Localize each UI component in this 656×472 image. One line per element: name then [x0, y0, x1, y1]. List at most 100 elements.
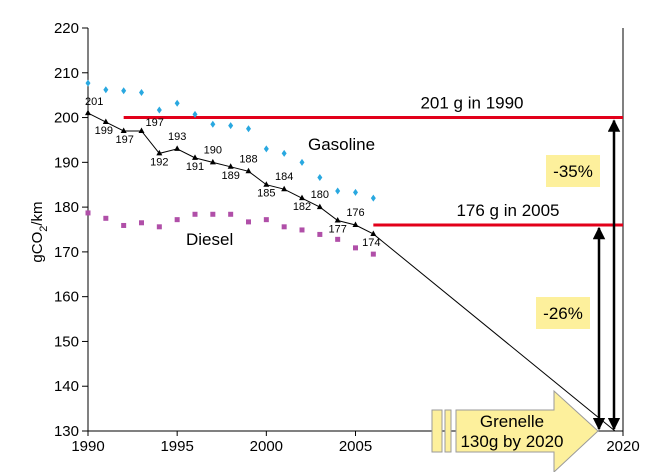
y-tick-label: 140 [54, 378, 79, 395]
average-point [227, 163, 234, 169]
diesel-point [210, 211, 216, 217]
reference-lines: 201 g in 1990 176 g in 2005 [123, 94, 623, 227]
gasoline-point [353, 188, 358, 196]
average-point [174, 145, 181, 151]
arrow-body [455, 389, 599, 472]
average-point [245, 167, 252, 174]
gasoline-point [103, 86, 109, 94]
x-tick-label: 1990 [71, 438, 104, 455]
gasoline-point [192, 110, 198, 118]
point-label: 191 [186, 161, 204, 173]
diesel-point [121, 222, 127, 228]
diesel-point [85, 210, 91, 216]
gasoline-point [370, 194, 376, 202]
gasoline-point [281, 149, 287, 157]
gasoline-point [335, 187, 341, 195]
point-label: 189 [221, 170, 239, 182]
gasoline-point [228, 122, 234, 130]
gasoline-point [263, 145, 269, 153]
y-tick-label: 130 [54, 423, 79, 440]
point-label: 199 [95, 125, 113, 137]
point-label: 177 [328, 224, 346, 236]
arrow-label-line1: Grenelle [480, 412, 544, 431]
point-label: 176 [346, 207, 364, 219]
reduction-label: -26% [543, 304, 583, 323]
gasoline-point [85, 79, 91, 87]
y-axis-ticks: 220 210 200 190 180 170 160 150 140 130 [54, 20, 88, 440]
average-point [85, 109, 91, 116]
point-label: 182 [293, 201, 311, 213]
x-tick-label: 2000 [250, 438, 283, 455]
y-tick-label: 210 [54, 65, 79, 82]
diesel-point [317, 231, 323, 237]
point-label: 184 [275, 171, 293, 183]
reference-line-label: 176 g in 2005 [456, 201, 559, 220]
diesel-point [263, 217, 269, 223]
point-label: 174 [362, 237, 380, 249]
arrow-label-line2: 130g by 2020 [460, 432, 563, 451]
point-label: 201 [85, 96, 103, 108]
y-tick-label: 220 [54, 20, 79, 37]
data-series: 2011991971971921931911901891881851841821… [85, 79, 381, 257]
gasoline-point [317, 174, 323, 182]
x-tick-label: 2005 [339, 438, 372, 455]
x-tick-label: 1995 [160, 438, 193, 455]
diesel-point [335, 236, 341, 242]
gasoline-point [210, 120, 216, 128]
point-label: 192 [150, 156, 168, 168]
reduction-box [536, 297, 590, 329]
reference-line-label: 201 g in 1990 [420, 94, 523, 113]
diesel-point [228, 211, 234, 217]
average-point [281, 185, 288, 192]
gasoline-point [174, 99, 180, 107]
gasoline-point [299, 158, 305, 166]
diesel-point [139, 220, 144, 226]
arrow-bar-2 [444, 409, 452, 453]
x-axis-ticks: 1990 1995 2000 2005 2020 [71, 431, 640, 455]
average-point [299, 194, 305, 201]
average-point [316, 203, 323, 210]
reduction-arrows: -35% -26% [536, 119, 621, 431]
average-point [156, 149, 163, 156]
reduction-box [546, 155, 600, 187]
diesel-label: Diesel [186, 230, 233, 249]
grenelle-target-arrow: Grenelle 130g by 2020 [431, 389, 599, 472]
y-tick-label: 170 [54, 244, 79, 261]
y-tick-label: 150 [54, 333, 79, 350]
point-label: 197 [146, 117, 164, 129]
arrow-bar-1 [431, 409, 443, 453]
x-tick-label: 2020 [606, 438, 639, 455]
gasoline-label: Gasoline [308, 135, 375, 154]
y-tick-label: 180 [54, 199, 79, 216]
gasoline-point [121, 87, 127, 95]
average-point [352, 221, 359, 228]
average-point [102, 118, 109, 125]
average-point [120, 127, 127, 133]
average-point [138, 127, 145, 133]
diesel-point [103, 215, 109, 221]
axes [87, 28, 624, 432]
reduction-label: -35% [553, 162, 593, 181]
diesel-point [370, 251, 376, 257]
gasoline-point [156, 106, 162, 114]
point-label: 190 [204, 144, 222, 156]
y-tick-label: 160 [54, 289, 79, 306]
average-point [263, 181, 270, 187]
point-label: 193 [168, 131, 186, 143]
point-label: 197 [115, 134, 133, 146]
diesel-point [353, 245, 358, 251]
y-tick-label: 190 [54, 154, 79, 171]
diesel-point [156, 224, 162, 230]
average-point [209, 158, 216, 165]
diesel-point [246, 219, 251, 225]
average-point [334, 217, 341, 223]
y-axis-title: gCO2/km [29, 201, 50, 262]
point-label: 185 [257, 188, 275, 200]
diesel-point [192, 211, 198, 217]
point-label: 188 [239, 153, 257, 165]
diesel-point [281, 224, 287, 230]
diesel-point [174, 217, 180, 223]
average-point [192, 154, 198, 160]
point-label: 180 [311, 189, 329, 201]
